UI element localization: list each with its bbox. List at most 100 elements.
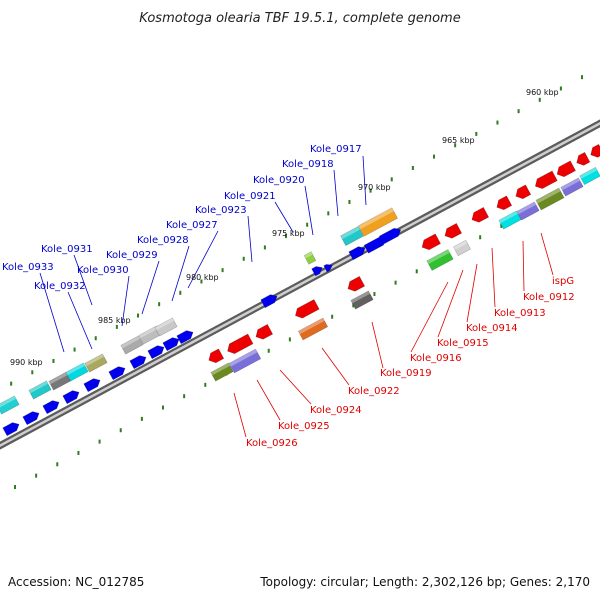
gene-reverse-2[interactable] [225,333,254,356]
gene-forward-14[interactable] [378,226,403,245]
tick-mark [479,235,482,240]
tick-mark [538,97,541,102]
leader-line-reverse-5 [437,269,464,338]
leader-line-forward-3 [304,185,314,236]
tick-mark [475,131,478,136]
gene-reverse-upper-3[interactable] [469,206,490,224]
gene-reverse-upper-1[interactable] [419,233,441,252]
gene-features[interactable] [0,143,600,437]
gene-purple-upper-1[interactable] [516,201,540,221]
gene-forward-5[interactable] [83,376,102,393]
gene-green-small-1[interactable] [303,251,317,265]
gene-olive-1[interactable] [210,362,234,382]
gene-label-kole-0914: Kole_0914 [466,323,518,334]
leader-line-reverse-7 [371,321,384,369]
tick-mark [263,245,266,250]
gene-label-kole-0933: Kole_0933 [2,262,54,273]
gene-feature-6[interactable] [120,335,144,355]
tick-mark [433,154,436,159]
gene-forward-6[interactable] [108,364,127,381]
gene-feature-1[interactable] [0,395,20,415]
tick-mark [390,177,393,182]
gene-forward-12[interactable] [348,244,367,261]
tick-mark [454,143,457,148]
gene-forward-2[interactable] [22,409,41,426]
gene-green-1[interactable] [426,249,454,271]
gene-forward-10[interactable] [176,328,195,345]
gene-forward-1[interactable] [2,420,21,437]
gene-purple-upper-2[interactable] [560,177,584,197]
tick-label-975: 975 kbp [272,229,305,238]
tick-mark [183,394,186,399]
leader-line-reverse-3 [491,247,496,308]
gene-forward-9[interactable] [162,335,181,352]
tick-mark [56,462,59,467]
gene-reverse-4[interactable] [293,299,320,320]
gene-reverse-upper-2[interactable] [442,222,463,240]
gene-label-kole-0913: Kole_0913 [494,308,546,319]
gene-orange-mix-1[interactable] [297,317,329,341]
tick-label-980: 980 kbp [186,273,219,282]
gene-forward-small-a[interactable] [311,264,325,277]
tick-mark [98,439,101,444]
gene-label-kole-0920: Kole_0920 [253,175,305,186]
gene-reverse-upper-6[interactable] [533,170,558,191]
gene-reverse-upper-5[interactable] [513,184,532,201]
reverse-gene-labels[interactable]: ispG Kole_0912 Kole_0913 Kole_0914 Kole_… [246,276,575,449]
tick-mark [77,450,80,455]
gene-forward-7[interactable] [129,353,148,370]
tick-mark [517,109,520,114]
gene-label-kole-0932: Kole_0932 [34,281,86,292]
gene-label-kole-0919: Kole_0919 [380,368,432,379]
gene-reverse-3[interactable] [253,323,274,341]
gene-feature-8[interactable] [154,317,178,337]
map-title: Kosmotoga olearia TBF 19.5.1, complete g… [139,11,460,26]
gene-label-kole-0926: Kole_0926 [246,438,298,449]
gene-cyan-upper-1[interactable] [498,210,522,230]
gene-reverse-upper-9[interactable] [588,143,600,159]
gene-gray-1[interactable] [350,290,374,310]
gene-feature-2[interactable] [28,380,52,400]
gene-forward-4[interactable] [62,388,81,405]
gene-gray-upper-1[interactable] [453,239,471,257]
leader-line-reverse-4 [466,263,478,323]
gene-label-kole-0929: Kole_0929 [106,250,158,261]
gene-reverse-1[interactable] [206,348,225,365]
gene-label-kole-0924: Kole_0924 [310,405,362,416]
tick-mark [119,428,122,433]
gene-forward-11[interactable] [260,292,279,309]
tick-mark [331,314,334,319]
gene-label-kole-0927: Kole_0927 [166,220,218,231]
tick-labels: 960 kbp 965 kbp 970 kbp 975 kbp 980 kbp … [10,88,559,367]
gene-forward-8[interactable] [147,343,166,360]
gene-label-kole-0931: Kole_0931 [41,244,93,255]
tick-label-970: 970 kbp [358,183,391,192]
gene-reverse-upper-7[interactable] [554,160,576,179]
topology-label: Topology: circular; Length: 2,302,126 bp… [259,575,590,589]
gene-feature-5[interactable] [84,353,108,373]
gene-feature-4[interactable] [65,362,89,382]
gene-purple-1[interactable] [228,348,262,374]
gene-reverse-upper-4[interactable] [494,195,513,212]
tick-mark [221,268,224,273]
tick-mark [31,370,34,375]
gene-forward-3[interactable] [42,398,61,415]
gene-cyan-mid-1[interactable] [340,226,364,246]
leader-line-forward-2 [333,169,339,217]
gene-cyan-upper-2[interactable] [579,166,600,186]
gene-reverse-upper-8[interactable] [574,151,591,167]
tick-mark [415,269,418,274]
tick-label-990: 990 kbp [10,358,43,367]
gene-reverse-5[interactable] [345,275,366,293]
dna-backbone [0,119,600,450]
leader-line-reverse-8 [321,347,350,386]
gene-orange-mid-1[interactable] [358,207,398,237]
gene-forward-small-b[interactable] [323,262,334,273]
gene-olive-upper-1[interactable] [535,187,565,211]
gene-label-kole-0922: Kole_0922 [348,386,400,397]
tick-mark [348,200,351,205]
gene-label-kole-0916: Kole_0916 [410,353,462,364]
forward-gene-labels[interactable]: Kole_0917 Kole_0918 Kole_0920 Kole_0921 … [2,144,362,292]
gene-label-kole-0915: Kole_0915 [437,338,489,349]
